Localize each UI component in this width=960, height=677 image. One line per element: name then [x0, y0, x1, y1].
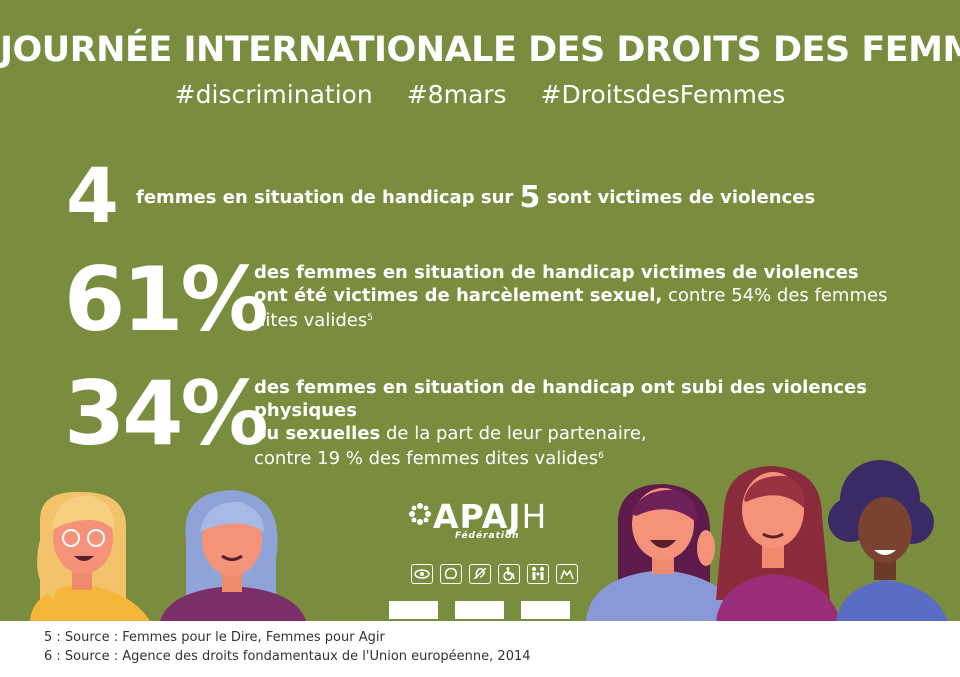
- stat-text-regular: de la part de leur partenaire,: [380, 423, 647, 444]
- logo-name: APAJ: [433, 497, 522, 536]
- logo-name-end: H: [521, 497, 548, 536]
- stat-text-part: sont victimes de violences: [546, 187, 816, 208]
- stat-text-bold: ou sexuelles: [254, 423, 381, 444]
- eye-icon: [411, 564, 433, 584]
- hashtags: #discrimination #8mars #DroitsdesFemmes: [0, 80, 960, 109]
- hands-icon: [556, 564, 579, 584]
- stat-number: 34%: [64, 362, 269, 465]
- stat-text: des femmes en situation de handicap vict…: [254, 261, 944, 332]
- stat-text-bold: ont été victimes de harcèlement sexuel,: [254, 285, 663, 306]
- ear-icon: [469, 564, 492, 584]
- placeholder-bar: [521, 601, 570, 619]
- placeholder-bar: [389, 601, 438, 619]
- apajh-logo: APAJH Fédération: [409, 497, 554, 545]
- stat-text-bold: des femmes en situation de handicap ont …: [254, 377, 867, 421]
- logo-subtitle: Fédération: [455, 531, 520, 541]
- footnote-6: 6 : Source : Agence des droits fondament…: [44, 649, 531, 664]
- stat-number: 61%: [64, 248, 269, 351]
- woman-purple-hair-illustration: [586, 484, 744, 621]
- family-icon: [527, 564, 550, 584]
- hashtag[interactable]: #discrimination: [174, 80, 373, 109]
- woman-blonde-illustration: [30, 491, 150, 621]
- logo-wordmark: APAJH: [433, 497, 547, 536]
- woman-grey-hair-illustration: [160, 490, 306, 621]
- stat-number: 4: [66, 151, 119, 240]
- stat-text: des femmes en situation de handicap ont …: [254, 376, 954, 470]
- woman-curly-hair-illustration: [828, 460, 948, 621]
- footer-sources: 5 : Source : Femmes pour le Dire, Femmes…: [0, 621, 960, 677]
- page-title: JOURNÉE INTERNATIONALE DES DROITS DES FE…: [0, 30, 960, 70]
- wheelchair-icon: [498, 564, 521, 584]
- footnote-5: 5 : Source : Femmes pour le Dire, Femmes…: [44, 630, 385, 645]
- stat-text-regular: dites valides: [254, 310, 368, 331]
- woman-auburn-hair-illustration: [716, 466, 840, 621]
- footnote-ref: 6: [598, 451, 604, 461]
- stat-text-regular: contre 19 % des femmes dites valides: [254, 448, 599, 469]
- stat-text-bold: des femmes en situation de handicap vict…: [254, 262, 859, 283]
- brain-icon: [440, 564, 463, 584]
- accessibility-icons: [411, 564, 580, 584]
- hashtag[interactable]: #8mars: [406, 80, 507, 109]
- stat-text-part: femmes en situation de handicap sur: [136, 187, 514, 208]
- flower-icon: [409, 503, 431, 525]
- stat-text: femmes en situation de handicap sur 5 so…: [136, 180, 815, 215]
- stat-text-regular: contre 54% des femmes: [662, 285, 888, 306]
- stat-inline-number: 5: [519, 180, 541, 215]
- hashtag[interactable]: #DroitsdesFemmes: [540, 80, 786, 109]
- footnote-ref: 5: [367, 313, 373, 323]
- placeholder-bar: [455, 601, 504, 619]
